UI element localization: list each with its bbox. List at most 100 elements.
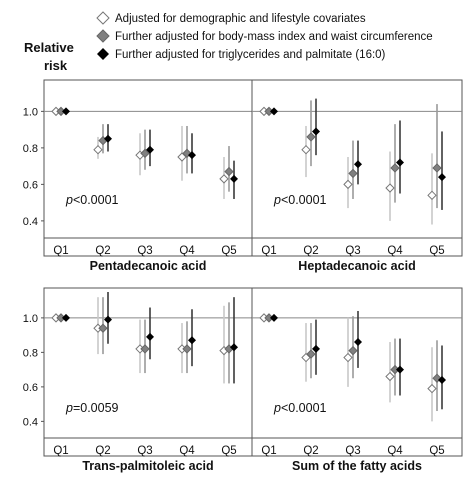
x-tick-label: Q3 [345, 245, 360, 257]
panel-border [43, 79, 253, 257]
point-marker [385, 371, 395, 382]
panel-2: Q1 Q2 Q3 Q4 Q5 p<0.0001 Heptadecanoic acid [251, 79, 463, 273]
point-marker [219, 174, 229, 184]
p-symbol: p [65, 401, 73, 415]
point-marker [188, 151, 196, 160]
x-tick-label: Q5 [429, 445, 444, 457]
point-marker [432, 163, 442, 173]
panel-3: 0.4 0.6 0.8 1.0 Q1 Q2 Q3 Q4 Q5 p=0.0059 Trans-palm… [23, 287, 253, 473]
y-tick-label: 1.0 [23, 313, 38, 325]
point-marker [312, 344, 320, 353]
panel-title: Heptadecanoic acid [298, 259, 415, 273]
point-marker [98, 323, 108, 333]
point-marker [224, 166, 234, 177]
y-tick-label: 0.4 [23, 216, 38, 228]
point-marker [390, 163, 400, 173]
y-tick-label: 0.6 [23, 382, 38, 394]
panel-border [43, 287, 253, 457]
point-marker [146, 145, 154, 154]
p-value-annotation: p=0.0059 [65, 401, 119, 415]
panel-title: Trans-palmitoleic acid [82, 459, 213, 473]
y-tick-label: 0.6 [23, 179, 38, 191]
point-marker [230, 343, 238, 352]
p-value-annotation: p<0.0001 [65, 193, 119, 207]
point-marker [182, 344, 192, 354]
legend-label-2: Further adjusted for body-mass index and… [115, 31, 433, 43]
legend-marker-gray-diamond [96, 29, 110, 43]
x-tick-label: Q3 [137, 445, 152, 457]
point-marker [427, 383, 437, 394]
x-tick-label: Q1 [261, 245, 276, 257]
x-tick-label: Q2 [95, 245, 110, 257]
point-marker [438, 173, 446, 182]
point-marker [306, 132, 316, 142]
point-marker [348, 168, 358, 179]
point-marker [343, 179, 353, 190]
panels: 0.40.60.81.0Q1 Q2 Q3 Q4 Q5p<0.0001Pentadecan… [23, 79, 463, 473]
x-tick-label: Q1 [261, 445, 276, 457]
x-tick-label: Q5 [221, 245, 236, 257]
x-tick-label: Q2 [303, 445, 318, 457]
point-marker [62, 313, 70, 322]
point-marker [146, 332, 154, 341]
x-tick-label: Q5 [429, 245, 444, 257]
point-marker [396, 158, 404, 167]
point-marker [354, 160, 362, 169]
p-value: <0.0001 [281, 401, 327, 415]
x-tick-label: Q1 [53, 445, 68, 457]
point-marker [312, 127, 320, 136]
x-tick-label: Q4 [179, 445, 195, 457]
point-marker [396, 365, 404, 374]
p-value-annotation: p<0.0001 [273, 193, 327, 207]
point-marker [438, 375, 446, 384]
x-tick-label: Q3 [345, 445, 360, 457]
legend-marker-black-diamond [97, 48, 109, 60]
point-marker [306, 349, 316, 359]
point-marker [104, 315, 112, 324]
p-value: =0.0059 [73, 401, 119, 415]
point-marker [348, 345, 358, 356]
point-marker [104, 134, 112, 143]
y-axis-label-line2: risk [44, 58, 68, 73]
p-value: <0.0001 [281, 193, 327, 207]
panel-border [251, 79, 463, 257]
point-marker [140, 148, 150, 159]
point-marker [93, 144, 103, 155]
y-axis-label-line1: Relative [24, 40, 74, 55]
point-marker [385, 183, 395, 193]
p-symbol: p [273, 401, 281, 415]
x-tick-label: Q1 [53, 245, 68, 257]
point-marker [343, 352, 353, 363]
panel-title: Sum of the fatty acids [292, 459, 422, 473]
point-marker [301, 144, 311, 155]
point-marker [270, 107, 278, 116]
legend-label-1: Adjusted for demographic and lifestyle c… [115, 13, 366, 25]
point-marker [230, 174, 238, 183]
point-marker [188, 336, 196, 345]
point-marker [270, 313, 278, 322]
panel-border [251, 287, 463, 457]
panel-4: Q1 Q2 Q3 Q4 Q5 p<0.0001 Sum of the fatty acids [251, 287, 463, 473]
x-tick-label: Q4 [179, 245, 195, 257]
x-tick-label: Q3 [137, 245, 152, 257]
x-tick-label: Q4 [387, 245, 403, 257]
y-tick-label: 1.0 [23, 106, 38, 118]
legend-marker-open-diamond [96, 11, 110, 25]
point-marker [354, 338, 362, 347]
y-tick-label: 0.4 [23, 416, 38, 428]
y-tick-label: 0.8 [23, 347, 38, 359]
p-symbol: p [273, 193, 281, 207]
point-marker [427, 190, 437, 201]
p-value-annotation: p<0.0001 [273, 401, 327, 415]
legend: Adjusted for demographic and lifestyle c… [96, 11, 433, 61]
x-tick-label: Q5 [221, 445, 236, 457]
panel-title: Pentadecanoic acid [90, 259, 207, 273]
x-tick-label: Q2 [95, 445, 110, 457]
x-tick-label: Q4 [387, 445, 403, 457]
panel-1: 0.4 0.6 0.8 1.0 Q1 Q2 Q3 Q4 Q5 p<0.0001 Pentadecan… [23, 79, 253, 273]
point-marker [140, 344, 150, 354]
legend-label-3: Further adjusted for triglycerides and p… [115, 49, 386, 61]
y-tick-label: 0.8 [23, 143, 38, 155]
x-tick-label: Q2 [303, 245, 318, 257]
